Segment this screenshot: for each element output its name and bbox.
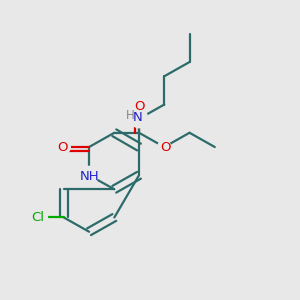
Text: H: H <box>126 109 135 122</box>
Text: O: O <box>57 140 68 154</box>
Text: Cl: Cl <box>31 211 44 224</box>
Circle shape <box>130 110 148 128</box>
Circle shape <box>57 140 70 154</box>
Circle shape <box>158 140 171 154</box>
Text: N: N <box>133 111 142 124</box>
Circle shape <box>133 102 146 115</box>
Circle shape <box>30 208 47 226</box>
Text: NH: NH <box>79 170 99 183</box>
Text: O: O <box>160 140 170 154</box>
Circle shape <box>80 166 98 184</box>
Text: O: O <box>134 100 144 113</box>
